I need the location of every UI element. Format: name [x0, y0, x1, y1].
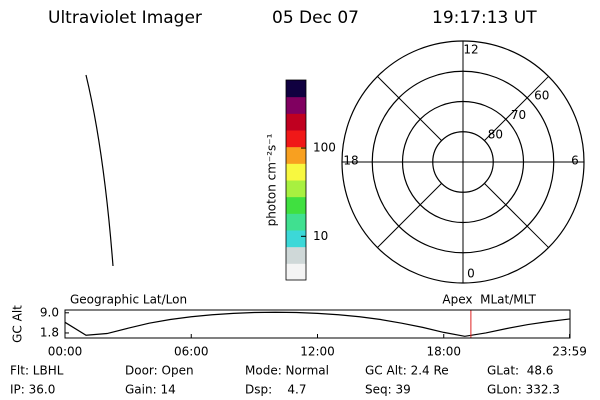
info-field: Dsp: 4.7 [245, 383, 307, 397]
tick-label: 100 [313, 141, 336, 155]
plot-title-left: Geographic Lat/Lon [70, 293, 187, 307]
ring-label: 80 [488, 127, 503, 141]
color-swatch [286, 230, 306, 248]
polar-diagonal [377, 183, 442, 248]
info-field: Seq: 39 [365, 383, 411, 397]
color-swatch [286, 196, 306, 214]
instrument-title: Ultraviolet Imager [48, 8, 202, 28]
date: 05 Dec 07 [272, 8, 359, 28]
polar-diagonal [377, 76, 442, 141]
x-tick-label: 23:59 [552, 345, 587, 359]
altitude-line [64, 311, 571, 337]
plot-title-right: Apex MLat/MLT [442, 293, 536, 307]
tick-label: 10 [313, 229, 328, 243]
info-field: Gain: 14 [125, 383, 176, 397]
color-swatch [286, 246, 306, 264]
color-swatch [286, 213, 306, 231]
ring-label: 60 [534, 88, 549, 102]
info-field: Door: Open [125, 364, 194, 378]
info-field: Flt: LBHL [10, 364, 64, 378]
x-tick-label: 06:00 [174, 345, 209, 359]
geo-trace [85, 74, 114, 267]
info-field: GLon: 332.3 [487, 383, 560, 397]
color-swatch [286, 113, 306, 131]
x-tick-label: 00:00 [48, 345, 83, 359]
polar-diagonal [484, 183, 549, 248]
color-swatch [286, 96, 306, 114]
ring-label: 70 [511, 108, 526, 122]
color-swatch [286, 80, 306, 98]
color-swatch [286, 263, 306, 281]
color-swatch [286, 163, 306, 181]
info-field: IP: 36.0 [10, 383, 55, 397]
color-swatch [286, 180, 306, 198]
hour-label: 0 [467, 267, 475, 281]
hour-label: 6 [571, 154, 579, 168]
info-field: GC Alt: 2.4 Re [365, 364, 449, 378]
y-tick-label: 9.0 [40, 305, 59, 319]
info-field: GLat: 48.6 [487, 364, 553, 378]
hour-label: 12 [463, 43, 478, 57]
color-swatch [286, 146, 306, 164]
y-tick-label: 1.8 [40, 325, 59, 339]
colorbar-label: photon cm⁻²s⁻¹ [265, 133, 279, 226]
polar-diagonal [484, 76, 549, 141]
colorbar-frame [285, 79, 307, 281]
x-tick-label: 18:00 [426, 345, 461, 359]
info-field: Mode: Normal [245, 364, 329, 378]
hour-label: 18 [343, 154, 358, 168]
time: 19:17:13 UT [432, 8, 537, 28]
y-axis-label: GC Alt [11, 305, 25, 343]
plot-frame [64, 309, 571, 339]
color-swatch [286, 130, 306, 148]
x-tick-label: 12:00 [300, 345, 335, 359]
